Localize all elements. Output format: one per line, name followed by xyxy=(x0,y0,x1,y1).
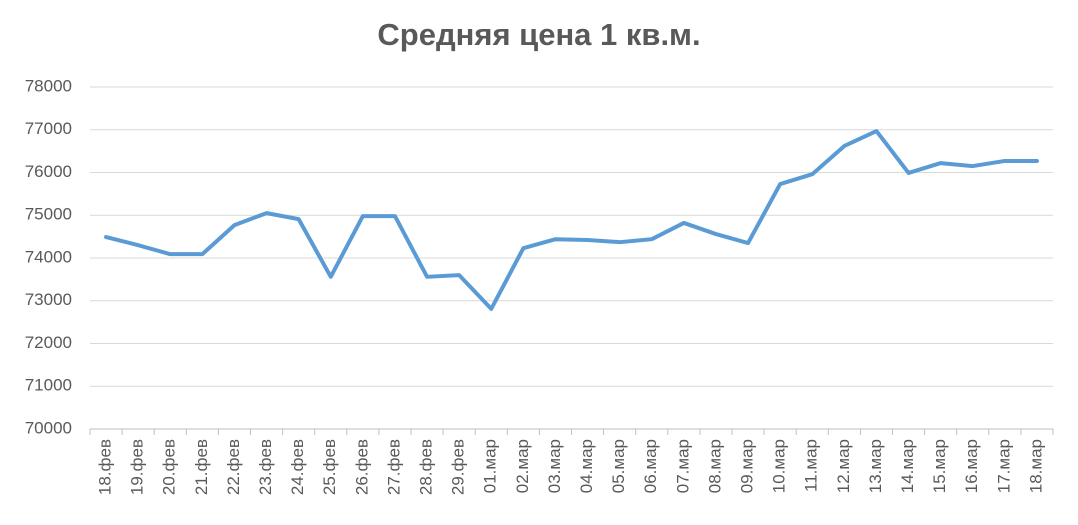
x-tick-label: 25.фев xyxy=(320,439,339,495)
x-tick-label: 08.мар xyxy=(705,439,724,493)
y-tick-label: 70000 xyxy=(25,418,72,437)
x-tick-label: 18.мар xyxy=(1026,439,1045,493)
x-tick-label: 06.мар xyxy=(641,439,660,493)
x-tick-label: 22.фев xyxy=(224,439,243,495)
x-tick-label: 24.фев xyxy=(288,439,307,495)
line-series xyxy=(104,129,1039,311)
x-tick-label: 28.фев xyxy=(417,439,436,495)
x-tick-label: 03.мар xyxy=(545,439,564,493)
x-tick-label: 23.фев xyxy=(256,439,275,495)
y-tick-label: 72000 xyxy=(25,333,72,352)
x-tick-label: 02.мар xyxy=(513,439,532,493)
chart-title: Средняя цена 1 кв.м. xyxy=(377,17,700,52)
x-tick-label: 26.фев xyxy=(352,439,371,495)
x-tick-label: 17.мар xyxy=(994,439,1013,493)
x-tick-label: 09.мар xyxy=(738,439,757,493)
x-tick-label: 13.мар xyxy=(866,439,885,493)
y-tick-label: 71000 xyxy=(25,376,72,395)
x-tick-label: 14.мар xyxy=(898,439,917,493)
x-tick-label: 18.фев xyxy=(96,439,115,495)
y-tick-label: 77000 xyxy=(25,119,72,138)
x-tick-label: 11.мар xyxy=(802,439,821,492)
x-tick-label: 12.мар xyxy=(834,439,853,493)
x-tick-label: 15.мар xyxy=(930,439,949,493)
x-tick-label: 07.мар xyxy=(673,439,692,493)
x-tick-label: 01.мар xyxy=(481,439,500,493)
x-tick-label: 27.фев xyxy=(384,439,403,495)
x-tick-label: 16.мар xyxy=(962,439,981,493)
y-tick-label: 75000 xyxy=(25,205,72,224)
x-tick-label: 04.мар xyxy=(577,439,596,493)
x-tick-label: 20.фев xyxy=(160,439,179,495)
x-tick-label: 10.мар xyxy=(770,439,789,493)
x-tick-label: 29.фев xyxy=(449,439,468,495)
x-tick-label: 05.мар xyxy=(609,439,628,493)
y-tick-label: 78000 xyxy=(25,76,72,95)
x-tick-label: 21.фев xyxy=(192,439,211,495)
x-tick-label: 19.фев xyxy=(128,439,147,495)
y-tick-label: 76000 xyxy=(25,162,72,181)
y-tick-label: 73000 xyxy=(25,290,72,309)
y-tick-label: 74000 xyxy=(25,247,72,266)
